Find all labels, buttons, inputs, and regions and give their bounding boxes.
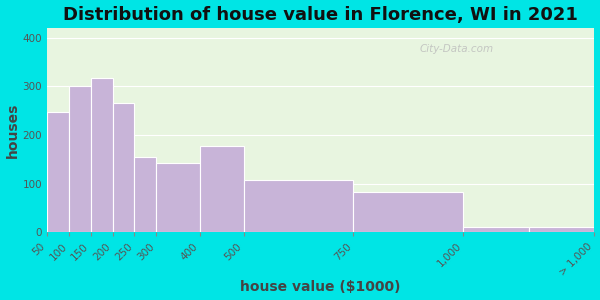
Bar bbox=[47, 112, 69, 232]
Bar bbox=[69, 86, 91, 232]
Bar bbox=[200, 146, 244, 232]
Bar bbox=[134, 157, 157, 232]
Y-axis label: houses: houses bbox=[5, 102, 20, 158]
Bar bbox=[157, 163, 200, 232]
Title: Distribution of house value in Florence, WI in 2021: Distribution of house value in Florence,… bbox=[63, 6, 578, 24]
Bar bbox=[529, 227, 595, 232]
X-axis label: house value ($1000): house value ($1000) bbox=[241, 280, 401, 294]
Bar bbox=[91, 77, 113, 232]
Bar bbox=[244, 180, 353, 232]
Text: City-Data.com: City-Data.com bbox=[419, 44, 493, 54]
Bar bbox=[353, 192, 463, 232]
Bar bbox=[463, 227, 529, 232]
Bar bbox=[113, 103, 134, 232]
